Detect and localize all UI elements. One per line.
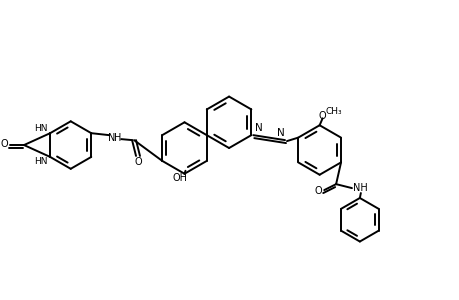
Text: HN: HN (34, 124, 48, 133)
Text: NH: NH (353, 183, 367, 193)
Text: H: H (113, 133, 121, 143)
Text: N: N (255, 123, 263, 133)
Text: CH₃: CH₃ (325, 107, 341, 116)
Text: O: O (318, 111, 326, 122)
Text: N: N (277, 128, 284, 138)
Text: HN: HN (34, 158, 48, 166)
Text: OH: OH (172, 173, 187, 183)
Text: N: N (107, 133, 115, 143)
Text: O: O (0, 139, 8, 149)
Text: O: O (134, 157, 141, 167)
Text: O: O (314, 186, 321, 196)
